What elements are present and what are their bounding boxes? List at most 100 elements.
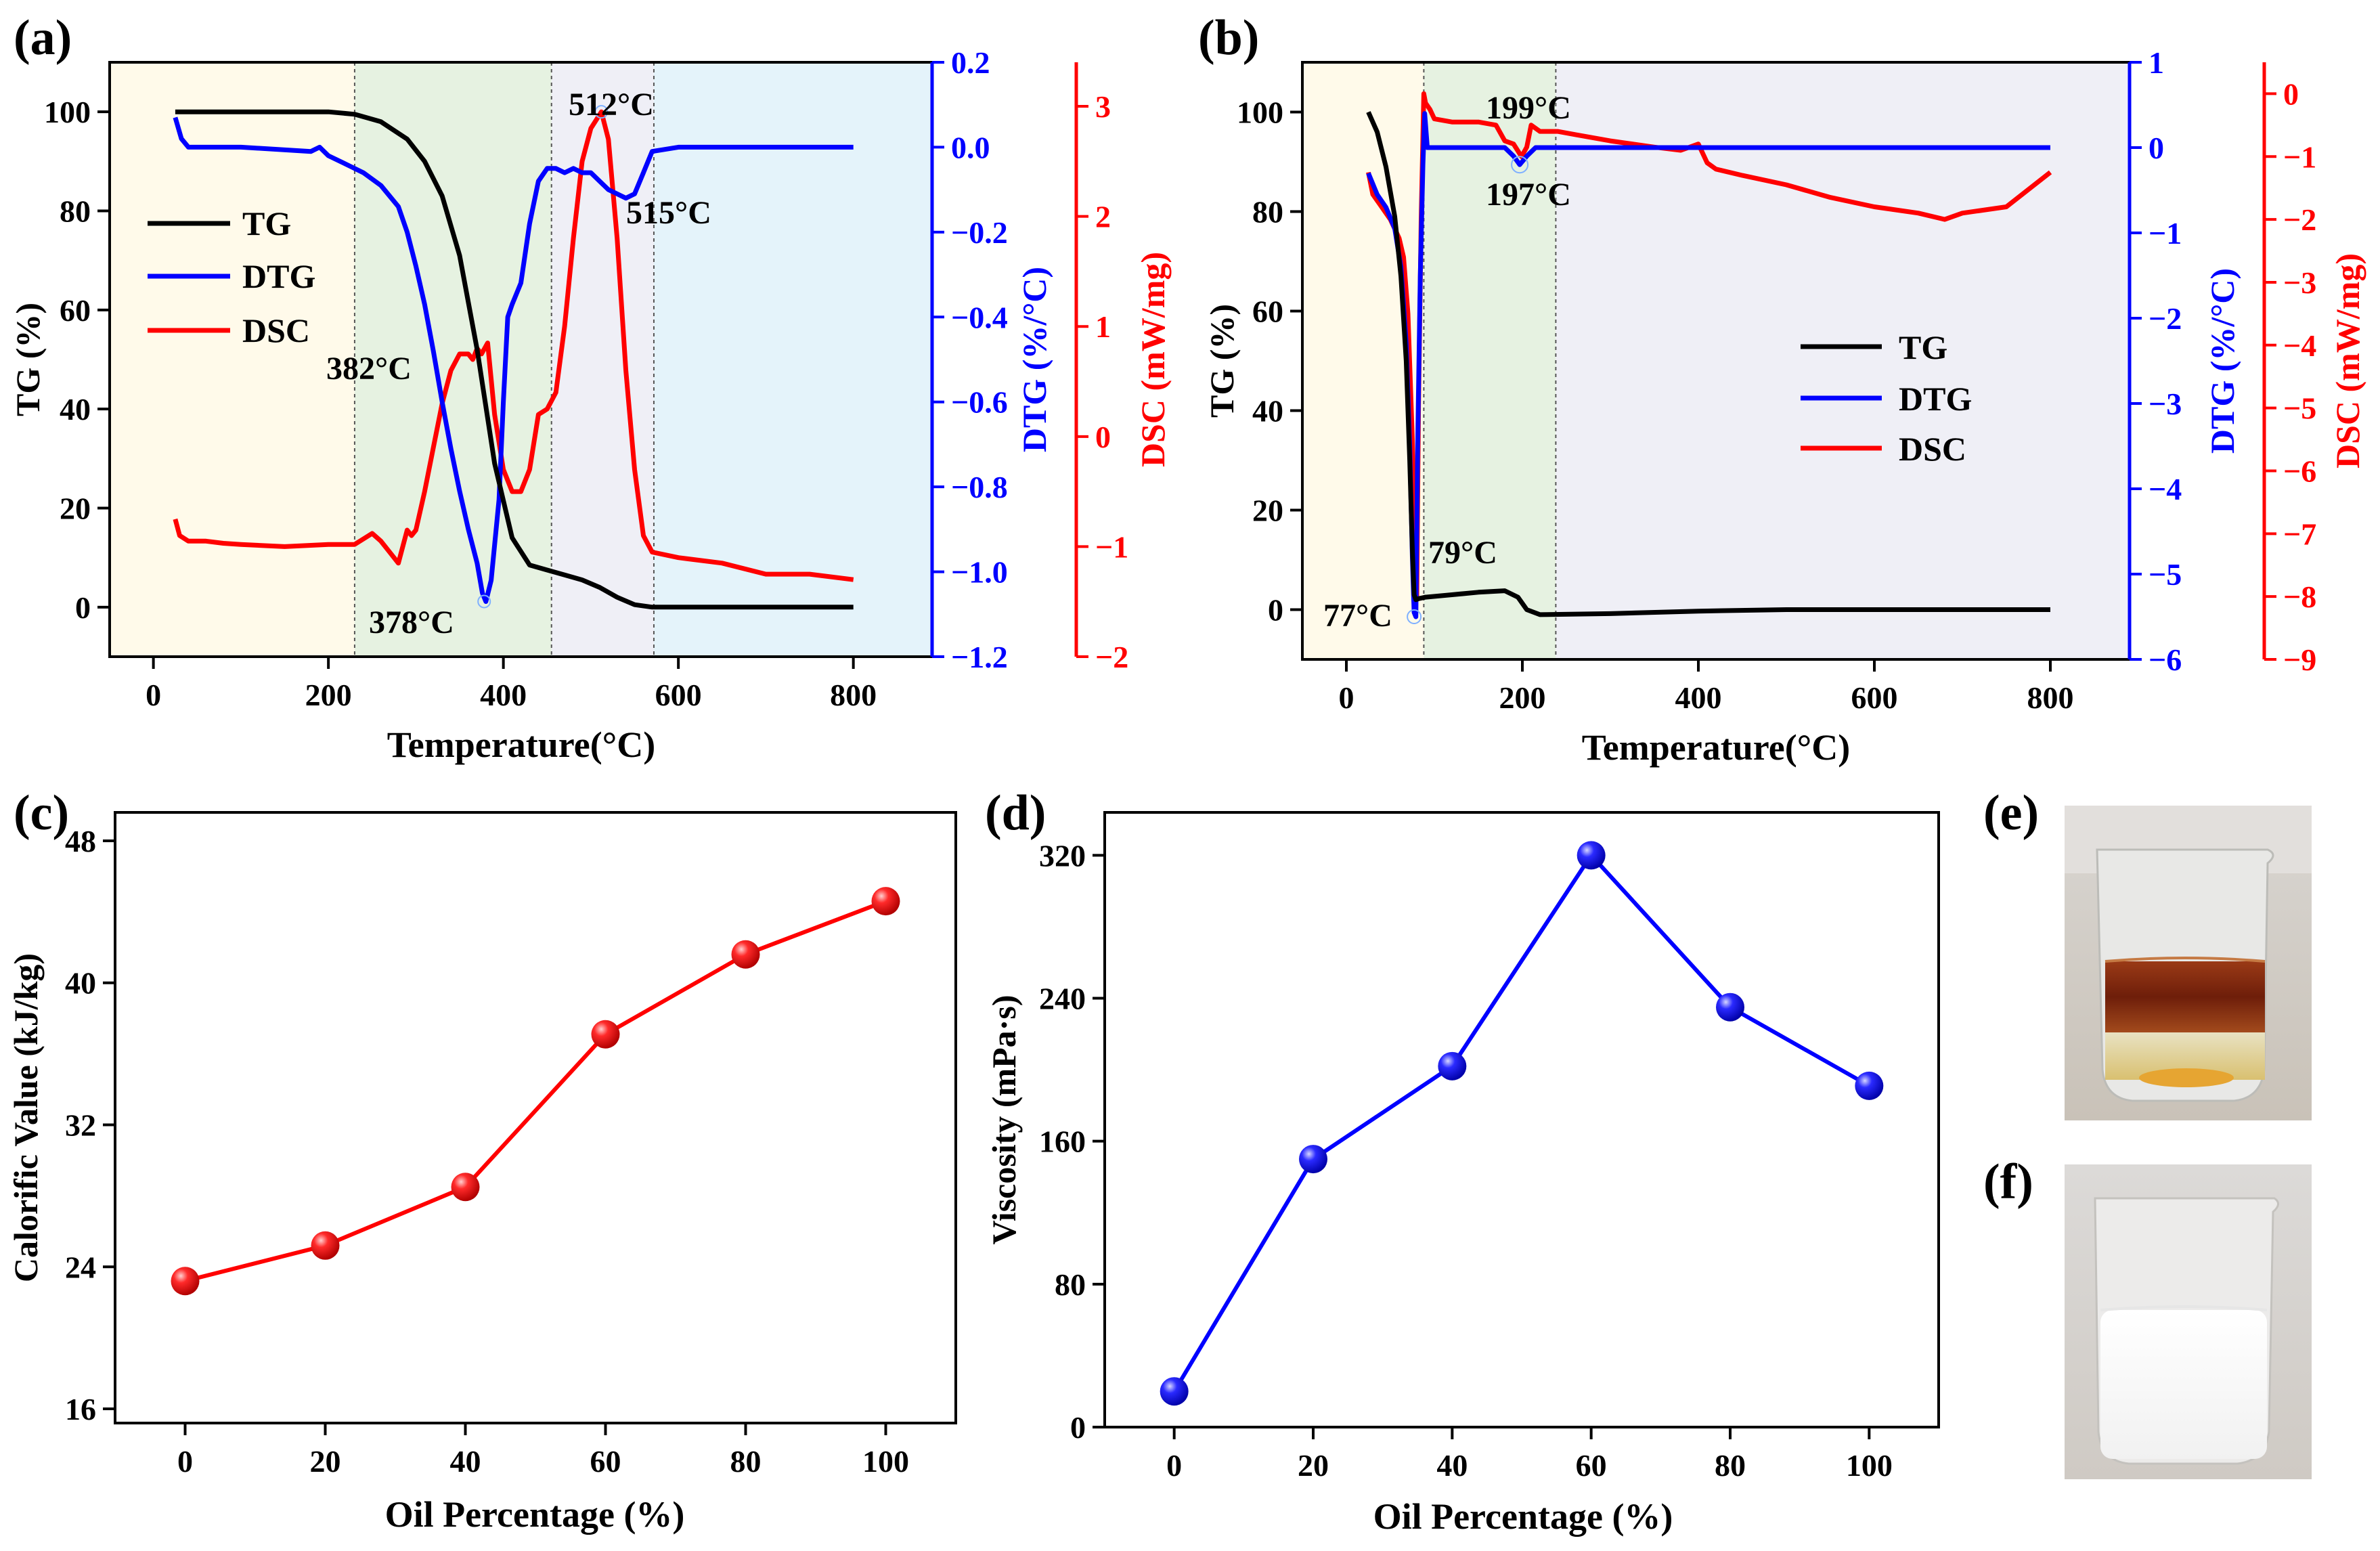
series-line — [1172, 853, 1870, 1393]
region-0 — [1302, 62, 1424, 659]
x-tick-label-4: 800 — [830, 678, 877, 712]
yl-tick-label-5: 100 — [1237, 95, 1283, 130]
yr2-tick-label-9: −9 — [2283, 642, 2316, 677]
series-dsc-line — [173, 109, 854, 582]
yr2-tick-label-1: 2 — [1095, 200, 1111, 234]
x-tick-label-1: 20 — [310, 1444, 341, 1479]
annotation-77: 77°C — [1323, 598, 1392, 634]
series-line — [184, 899, 887, 1284]
region-0 — [110, 62, 355, 657]
panel-d-ticks: 0 20 40 60 80 100 0 80 160 240 320 — [1039, 838, 1893, 1483]
panel-f-photo: (f) — [1983, 1154, 2312, 1479]
annotation-199: 199°C — [1486, 90, 1571, 126]
x-tick-label-0: 0 — [146, 678, 161, 712]
y-tick-label-0: 0 — [1070, 1410, 1086, 1445]
x-tick-label-2: 400 — [1675, 680, 1722, 715]
yr2-tick-label-8: −8 — [2283, 580, 2316, 614]
y-tick-label-1: 24 — [65, 1250, 96, 1284]
legend-dsc-label-a: DSC — [242, 311, 310, 349]
x-tick-label-0: 0 — [1339, 680, 1354, 715]
yl-tick-label-3: 60 — [1252, 294, 1283, 329]
yl-tick-label-5: 100 — [44, 95, 91, 129]
y-tick-label-2: 32 — [65, 1108, 96, 1142]
panel-b-xlabel: Temperature(°C) — [1582, 727, 1851, 768]
x-tick-label-3: 60 — [590, 1444, 621, 1479]
yr1-tick-label-0: 1 — [2148, 45, 2164, 80]
panel-b-ylabel-dsc: DSC (mW/mg) — [2329, 253, 2366, 468]
panel-f-label: (f) — [1983, 1154, 2033, 1210]
legend-dtg-label-a: DTG — [242, 257, 315, 295]
panel-c-ticks: 0 20 40 60 80 100 16 24 32 40 48 — [65, 824, 909, 1479]
annotation-197: 197°C — [1486, 177, 1571, 213]
x-tick-label-1: 200 — [1499, 680, 1546, 715]
panel-c-label: (c) — [14, 785, 69, 841]
yr1-tick-label-5: −4 — [2148, 472, 2182, 506]
annotation-79: 79°C — [1428, 535, 1497, 571]
panel-a-xlabel: Temperature(°C) — [387, 724, 656, 765]
yl-tick-label-2: 40 — [60, 392, 91, 427]
panel-c-chart: 0 20 40 60 80 100 16 24 32 40 48 (c) Oil Percentag… — [7, 785, 957, 1535]
data-point-0 — [171, 1267, 200, 1296]
x-tick-label-4: 800 — [2027, 680, 2074, 715]
x-tick-label-4: 80 — [730, 1444, 762, 1479]
region-1 — [1424, 62, 1556, 659]
yr2-tick-label-3: −3 — [2283, 265, 2316, 300]
yr1-tick-label-7: −6 — [2148, 642, 2182, 677]
yr1-tick-label-2: −1 — [2148, 216, 2182, 250]
panel-c-xlabel: Oil Percentage (%) — [385, 1494, 685, 1535]
yr1-tick-label-1: 0 — [2148, 131, 2164, 165]
yr1-tick-label-6: −1.0 — [951, 555, 1008, 590]
data-point-2 — [1438, 1051, 1467, 1080]
peak-marker-77 — [1407, 609, 1422, 624]
yr1-tick-label-4: −3 — [2148, 387, 2182, 421]
panel-e-label: (e) — [1983, 785, 2039, 841]
yr1-tick-label-6: −5 — [2148, 557, 2182, 592]
panel-a-dividers — [353, 62, 655, 657]
y-tick-label-4: 320 — [1039, 838, 1086, 873]
panel-b-label: (b) — [1198, 10, 1259, 66]
panel-d-series — [1160, 841, 1884, 1406]
y-tick-label-0: 16 — [65, 1392, 96, 1426]
region-2 — [551, 62, 654, 657]
yr2-tick-label-3: 0 — [1095, 420, 1111, 454]
yl-tick-label-0: 0 — [1268, 593, 1283, 628]
y-tick-label-2: 160 — [1039, 1124, 1086, 1159]
x-tick-label-4: 80 — [1715, 1448, 1746, 1483]
panel-b-legend: TG DTG DSC — [1801, 328, 1972, 468]
panel-b-ylabel-dtg: DTG (%/°C) — [2203, 268, 2241, 454]
data-point-3 — [591, 1020, 620, 1049]
yr2-tick-label-0: 3 — [1095, 89, 1111, 124]
yr1-tick-label-5: −0.8 — [951, 470, 1008, 504]
yr2-tick-label-4: −4 — [2283, 328, 2316, 363]
yl-tick-label-0: 0 — [75, 590, 91, 625]
annotation-382: 382°C — [326, 351, 412, 387]
legend-dtg-label-b: DTG — [1899, 380, 1972, 418]
region-3 — [653, 62, 932, 657]
data-point-3 — [1577, 841, 1606, 870]
yr1-tick-label-0: 0.2 — [951, 45, 990, 80]
panel-e-photo: (e) — [1983, 785, 2312, 1120]
x-tick-label-0: 0 — [177, 1444, 193, 1479]
x-tick-label-3: 600 — [1851, 680, 1898, 715]
x-tick-label-0: 0 — [1166, 1448, 1182, 1483]
y-tick-label-1: 80 — [1055, 1267, 1086, 1302]
x-tick-label-1: 20 — [1298, 1448, 1329, 1483]
panel-a-series — [173, 105, 854, 610]
yr2-tick-label-4: −1 — [1095, 529, 1128, 564]
panel-d-xlabel: Oil Percentage (%) — [1373, 1496, 1673, 1537]
panel-b-regions — [1302, 62, 2130, 659]
panel-b-dividers — [1423, 62, 1557, 659]
y-tick-label-4: 48 — [65, 824, 96, 858]
region-1 — [354, 62, 552, 657]
data-point-1 — [311, 1231, 340, 1260]
panel-a-ylabel-left: TG (%) — [9, 303, 47, 416]
legend-tg-label-b: TG — [1899, 328, 1947, 366]
peak-marker-378 — [477, 594, 491, 609]
series-dsc-line — [1366, 91, 2052, 599]
yr2-tick-label-2: 1 — [1095, 309, 1111, 344]
panel-a-label: (a) — [14, 10, 72, 66]
panel-a-chart: 0 200 400 600 8000204060801000.20.0−0.2−0.4−… — [9, 10, 1172, 765]
y-tick-label-3: 40 — [65, 966, 96, 1001]
panel-a-regions — [110, 62, 932, 657]
yl-tick-label-2: 40 — [1252, 394, 1283, 429]
